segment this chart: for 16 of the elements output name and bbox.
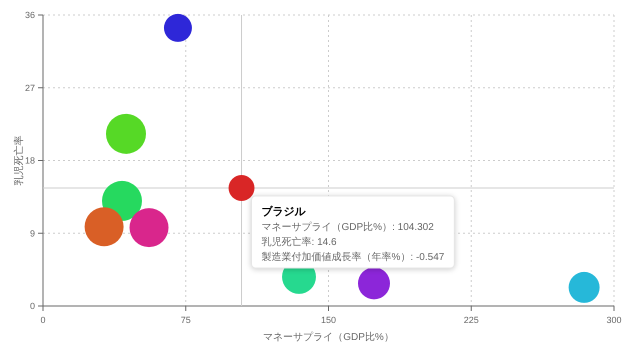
x-tick-label: 225 xyxy=(464,315,479,325)
annotation: 乳児死亡率: 14.6 xyxy=(262,236,337,248)
y-tick-label: 18 xyxy=(24,156,35,166)
x-tick-label: 0 xyxy=(40,315,46,325)
y-tick-label: 27 xyxy=(24,82,35,93)
annotation: ブラジル xyxy=(262,204,307,218)
annotation: マネーサプライ（GDP比%）: 104.302 xyxy=(262,220,434,233)
x-tick-label: 300 xyxy=(606,315,622,325)
x-tick-label: 150 xyxy=(320,315,336,325)
annotation: 製造業付加価値成長率（年率%）: -0.547 xyxy=(262,250,445,263)
y-tick-label: 9 xyxy=(30,228,35,238)
y-tick-label: 0 xyxy=(30,301,35,311)
y-tick-label: 36 xyxy=(24,10,35,20)
x-axis-title: マネーサプライ（GDP比%） xyxy=(263,331,394,343)
x-tick-label: 75 xyxy=(180,315,191,325)
y-axis-title: 乳児死亡率 xyxy=(13,136,25,186)
